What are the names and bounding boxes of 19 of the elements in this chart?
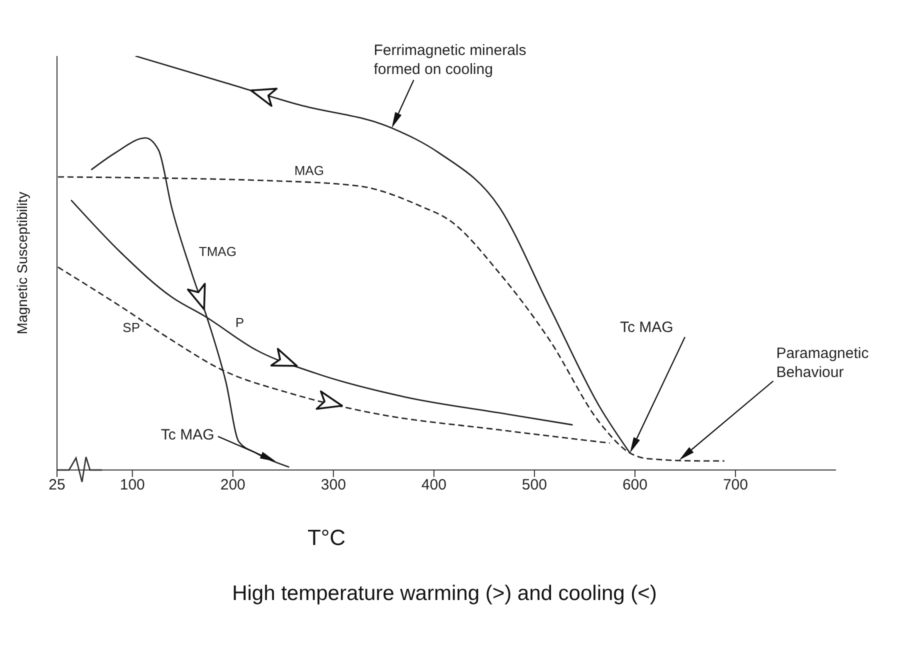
series-label: P <box>235 314 244 330</box>
annotation: Ferrimagnetic minerals formed on cooling <box>374 42 526 78</box>
annotation: Tc MAG <box>620 319 674 336</box>
x-tick-label: 25 <box>48 476 66 494</box>
y-axis-title: Magnetic Susceptibility <box>14 192 30 334</box>
text: High temperature warming (>) and cooling (<) <box>232 582 657 605</box>
x-tick-label: 100 <box>120 476 145 494</box>
x-tick-label: 500 <box>522 476 547 494</box>
x-tick-label: 300 <box>320 476 346 494</box>
series-label: MAG <box>294 163 324 178</box>
annotation: Paramagnetic Behaviour <box>776 345 870 382</box>
series-label: TMAG <box>198 244 236 259</box>
annotation: Tc MAG <box>160 426 214 444</box>
x-tick-label: 600 <box>622 476 648 494</box>
series-label: SP <box>122 320 140 335</box>
x-tick-label: 200 <box>220 476 246 494</box>
x-tick-label: 400 <box>421 476 446 494</box>
x-axis-title: T°C <box>307 525 346 550</box>
x-tick-label: 700 <box>722 476 748 494</box>
